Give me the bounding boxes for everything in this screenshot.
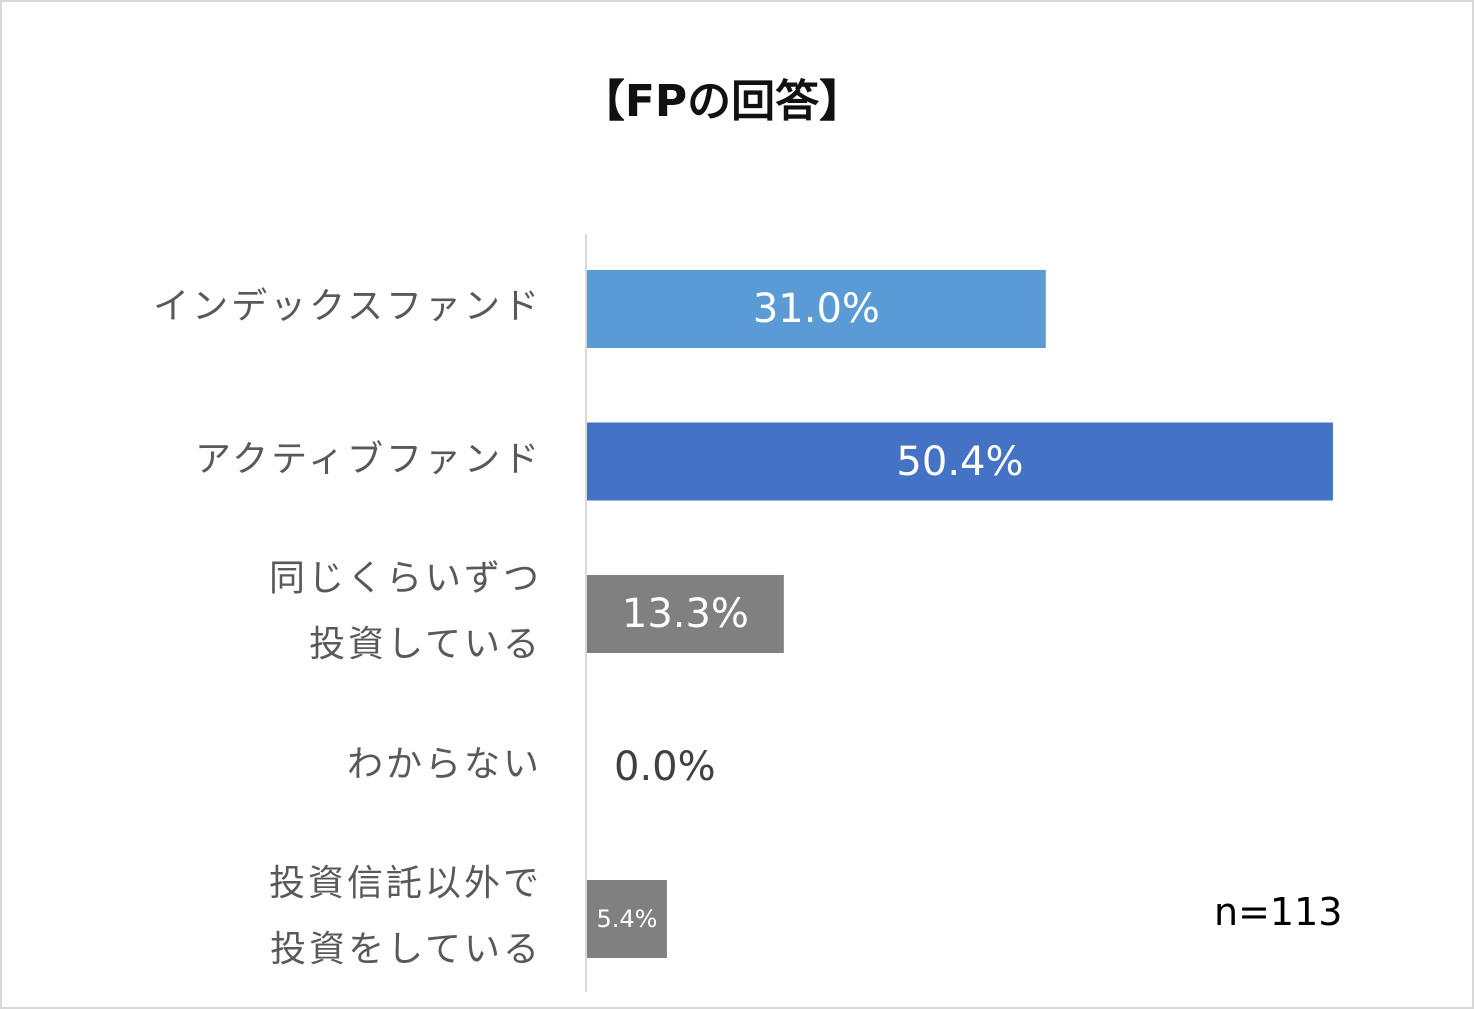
- category-label-1: アクティブファンド: [42, 427, 542, 493]
- category-label-3: わからない: [42, 732, 542, 798]
- value-label-2: 13.3%: [621, 591, 749, 637]
- value-label-4: 5.4%: [596, 905, 658, 933]
- bars-group: [587, 270, 1333, 958]
- category-label-1-line-0: アクティブファンド: [194, 438, 542, 480]
- category-label-2-line-0: 同じくらいずつ: [268, 558, 542, 599]
- category-label-0: インデックスファンド: [42, 274, 542, 340]
- category-label-0-line-0: インデックスファンド: [153, 286, 542, 327]
- value-label-3: 0.0%: [614, 743, 716, 790]
- bar-1: [587, 422, 1333, 501]
- sample-size-note: n=113: [1214, 890, 1343, 934]
- category-label-4-line-1: 投資をしている: [270, 929, 542, 970]
- value-label-0: 31.0%: [752, 286, 880, 332]
- category-label-3-line-0: わからない: [346, 743, 542, 785]
- bar-4: [587, 880, 667, 958]
- value-label-1: 50.4%: [896, 438, 1024, 485]
- chart-title: 【FPの回答】: [580, 76, 864, 127]
- category-label-2: 同じくらいずつ投資している: [42, 546, 542, 678]
- category-label-4: 投資信託以外で 投資をしている: [42, 851, 542, 983]
- category-label-4-line-0: 投資信託以外で: [268, 863, 542, 904]
- bar-0: [587, 270, 1046, 348]
- category-label-2-line-1: 投資している: [309, 624, 542, 665]
- bar-2: [587, 575, 784, 653]
